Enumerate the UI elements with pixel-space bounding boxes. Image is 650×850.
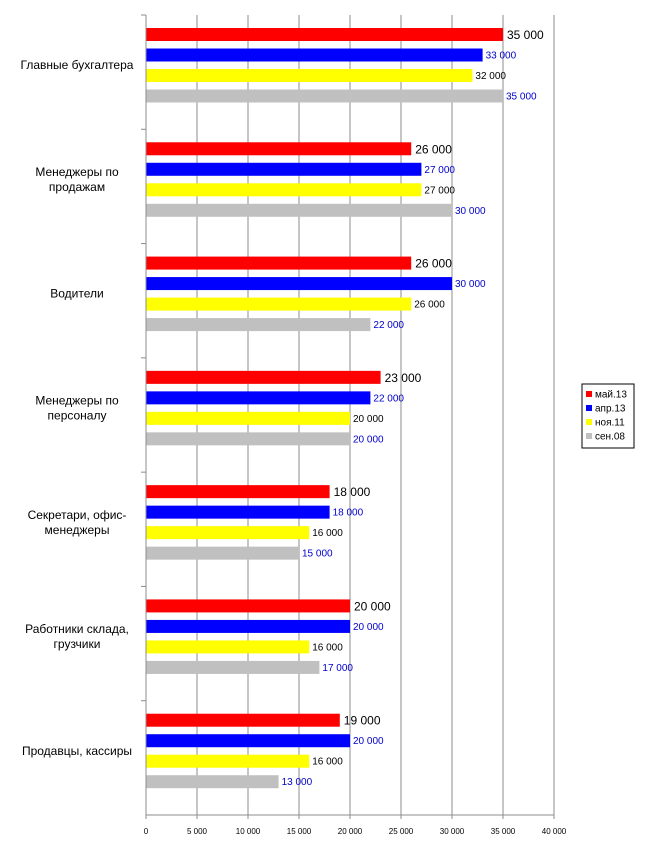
bar bbox=[146, 183, 422, 197]
bar bbox=[146, 48, 483, 62]
legend-swatch bbox=[586, 419, 592, 425]
category-label: Работники склада, грузчики bbox=[25, 622, 129, 651]
legend-label: май.13 bbox=[595, 390, 627, 401]
category-label: Менеджеры по персоналу bbox=[35, 394, 119, 423]
category-label-line: грузчики bbox=[54, 637, 101, 651]
bar bbox=[146, 69, 473, 82]
bar bbox=[146, 619, 350, 633]
bar bbox=[146, 775, 279, 789]
legend: май.13 апр.13 ноя.11 сен.08 bbox=[581, 383, 635, 449]
data-label: 20 000 bbox=[353, 736, 384, 747]
category-label: Главные бухгалтера bbox=[21, 58, 134, 72]
bar bbox=[146, 485, 330, 499]
data-label: 26 000 bbox=[415, 257, 452, 271]
data-label: 19 000 bbox=[344, 714, 381, 728]
data-label: 26 000 bbox=[415, 142, 452, 156]
category-label-line: Главные бухгалтера bbox=[21, 58, 134, 72]
bar bbox=[146, 526, 310, 540]
category-label-line: Секретари, офис- bbox=[28, 508, 127, 522]
data-label: 16 000 bbox=[312, 528, 343, 539]
bar bbox=[146, 505, 330, 519]
category-label-line: Менеджеры по bbox=[35, 394, 119, 408]
bar bbox=[146, 734, 350, 748]
bar bbox=[146, 640, 310, 654]
bar bbox=[146, 713, 340, 727]
data-label: 20 000 bbox=[353, 622, 384, 633]
bar bbox=[146, 89, 503, 103]
category-label-line: Работники склада, bbox=[25, 622, 129, 636]
bar bbox=[146, 277, 452, 291]
category-label-line: Водители bbox=[50, 287, 103, 301]
legend-swatch bbox=[586, 433, 592, 439]
data-label: 20 000 bbox=[353, 434, 384, 445]
bar bbox=[146, 411, 350, 425]
bars bbox=[146, 28, 503, 789]
legend-label: апр.13 bbox=[595, 404, 626, 415]
bar bbox=[146, 142, 412, 156]
data-label: 16 000 bbox=[312, 757, 343, 768]
data-label: 35 000 bbox=[506, 92, 537, 103]
data-label: 20 000 bbox=[354, 599, 391, 613]
bar bbox=[146, 162, 422, 176]
bar bbox=[146, 391, 371, 405]
legend-label: сен.08 bbox=[595, 432, 625, 443]
x-tick-label: 15 000 bbox=[287, 827, 312, 836]
data-label: 27 000 bbox=[424, 165, 455, 176]
category-label: Водители bbox=[50, 287, 103, 301]
x-tick-label: 5 000 bbox=[187, 827, 208, 836]
bar bbox=[146, 256, 412, 270]
data-label: 16 000 bbox=[312, 642, 343, 653]
data-label: 22 000 bbox=[373, 320, 404, 331]
bar bbox=[146, 203, 452, 217]
bar bbox=[146, 318, 371, 332]
category-label-line: Продавцы, кассиры bbox=[22, 744, 132, 758]
axes: 0 5 000 10 000 15 000 20 000 25 000 30 000 35 0… bbox=[21, 14, 567, 836]
category-label-line: менеджеры bbox=[45, 523, 110, 537]
data-label: 20 000 bbox=[353, 414, 384, 425]
category-label: Продавцы, кассиры bbox=[22, 744, 132, 758]
bar bbox=[146, 546, 299, 560]
x-tick-label: 0 bbox=[144, 827, 149, 836]
x-tick-label: 20 000 bbox=[338, 827, 363, 836]
category-label-line: Менеджеры по bbox=[35, 165, 119, 179]
data-label: 23 000 bbox=[385, 371, 422, 385]
bar bbox=[146, 660, 320, 674]
bar bbox=[146, 754, 310, 768]
legend-swatch bbox=[586, 391, 592, 397]
data-label: 22 000 bbox=[373, 393, 404, 404]
category-label-line: продажам bbox=[49, 180, 105, 194]
data-label: 33 000 bbox=[486, 51, 517, 62]
bar bbox=[146, 28, 503, 41]
data-label: 26 000 bbox=[414, 300, 445, 311]
category-label: Менеджеры по продажам bbox=[35, 165, 119, 194]
data-label: 15 000 bbox=[302, 549, 333, 560]
data-label: 30 000 bbox=[455, 279, 486, 290]
legend-swatch bbox=[586, 405, 592, 411]
bar bbox=[146, 370, 381, 384]
x-tick-label: 30 000 bbox=[440, 827, 465, 836]
data-label: 32 000 bbox=[475, 71, 506, 82]
category-label-line: персоналу bbox=[48, 409, 107, 423]
legend-label: ноя.11 bbox=[595, 418, 625, 429]
bar bbox=[146, 297, 412, 311]
x-tick-label: 25 000 bbox=[389, 827, 414, 836]
bar bbox=[146, 432, 350, 446]
data-label: 35 000 bbox=[507, 28, 544, 42]
data-label: 30 000 bbox=[455, 206, 486, 217]
data-label: 13 000 bbox=[282, 777, 313, 788]
data-label: 17 000 bbox=[322, 663, 353, 674]
x-tick-label: 35 000 bbox=[491, 827, 516, 836]
bar bbox=[146, 599, 350, 613]
data-label: 18 000 bbox=[334, 485, 371, 499]
data-label: 27 000 bbox=[424, 185, 455, 196]
category-label: Секретари, офис-менеджеры bbox=[28, 508, 127, 537]
x-tick-label: 10 000 bbox=[236, 827, 261, 836]
x-tick-label: 40 000 bbox=[542, 827, 567, 836]
data-label: 18 000 bbox=[333, 508, 364, 519]
